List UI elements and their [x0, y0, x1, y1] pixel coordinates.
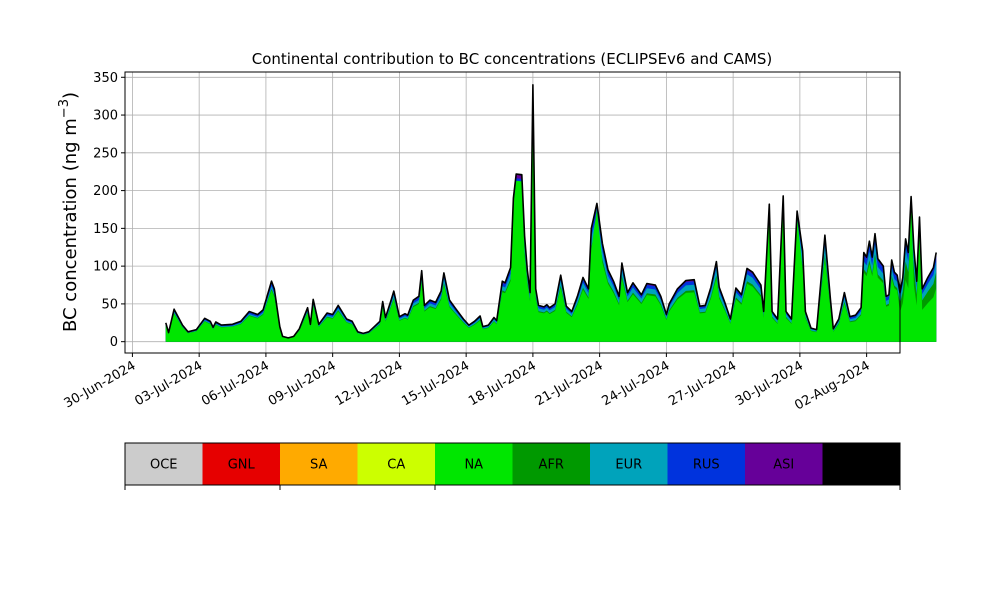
y-tick-label: 50 [101, 297, 118, 312]
legend-swatch-sa [280, 443, 358, 485]
x-tick-label: 30-Jun-2024 [62, 358, 139, 411]
x-tick-label: 18-Jul-2024 [466, 358, 539, 409]
chart-title: Continental contribution to BC concentra… [252, 50, 773, 68]
legend-label-na: NA [464, 458, 483, 473]
legend-swatch-afr [512, 443, 590, 485]
legend-swatch-na [435, 443, 513, 485]
legend-label-afr: AFR [539, 458, 564, 473]
x-tick-label: 21-Jul-2024 [533, 358, 606, 409]
legend-swatch-eur [590, 443, 668, 485]
total-line [165, 84, 937, 339]
legend-swatch-rus [667, 443, 745, 485]
x-tick-label: 12-Jul-2024 [333, 358, 406, 409]
plot-area: 0 50 100 150 200 250 300 350 30-Jun-202403-Jul-2… [62, 71, 937, 414]
legend-swatch-asi [745, 443, 823, 485]
legend-label-aus: AUS [848, 458, 875, 473]
legend-swatch-ca [357, 443, 435, 485]
legend-swatch-gnl [202, 443, 280, 485]
x-tick-label: 02-Aug-2024 [792, 358, 872, 413]
y-tick-label: 250 [93, 146, 118, 161]
x-tick-label: 03-Jul-2024 [132, 358, 205, 409]
y-tick-label: 150 [93, 222, 118, 237]
y-tick-label: 200 [93, 184, 118, 199]
legend-swatch-aus [822, 443, 900, 485]
y-axis-label-close: ) [60, 92, 81, 99]
legend-frame [124, 442, 901, 486]
legend-label-gnl: GNL [228, 458, 256, 473]
legend-label-rus: RUS [693, 458, 720, 473]
x-tick-label: 15-Jul-2024 [399, 358, 472, 409]
y-tick-label: 0 [110, 335, 118, 350]
legend-label-eur: EUR [615, 458, 642, 473]
x-tick-label: 06-Jul-2024 [199, 358, 272, 409]
y-axis-label-exponent: −3 [57, 99, 72, 118]
plot-frame [124, 71, 901, 354]
legend-label-ca: CA [387, 458, 405, 473]
y-tick-label: 350 [93, 71, 118, 86]
y-tick-label: 300 [93, 109, 118, 124]
x-tick-label: 24-Jul-2024 [600, 358, 673, 409]
x-tick-label: 09-Jul-2024 [266, 358, 339, 409]
legend-label-sa: SA [310, 458, 327, 473]
y-axis-label: BC concentration (ng m−3) [57, 92, 81, 332]
y-tick-label: 100 [93, 260, 118, 275]
region-legend: OCE GNL SA CA NA AFR EUR RUS ASI AUS [124, 442, 901, 490]
legend-label-oce: OCE [150, 458, 178, 473]
area-na [165, 95, 937, 342]
y-axis-label-text: BC concentration (ng m [60, 118, 81, 332]
legend-swatch-oce [125, 443, 203, 485]
x-tick-label: 27-Jul-2024 [666, 358, 739, 409]
legend-label-asi: ASI [773, 458, 794, 473]
